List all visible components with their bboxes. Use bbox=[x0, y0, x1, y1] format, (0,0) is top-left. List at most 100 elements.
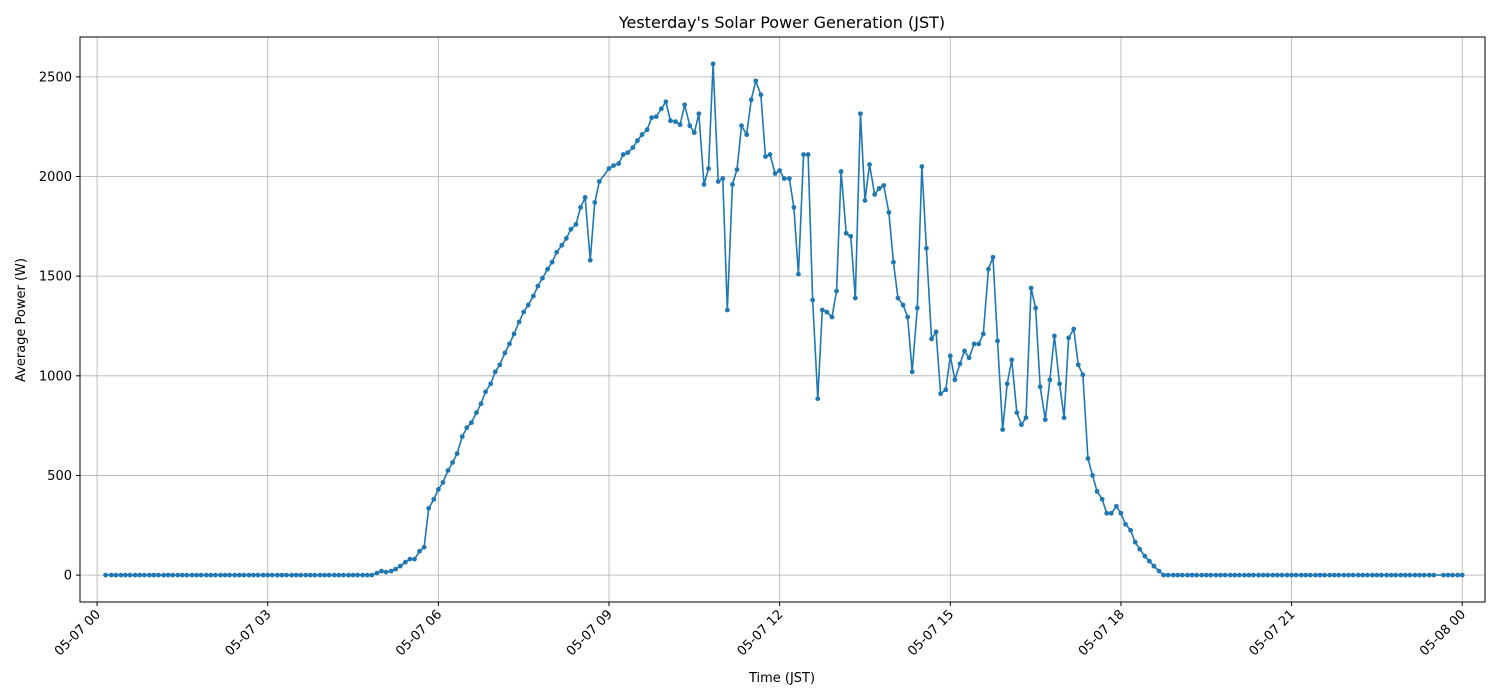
data-point bbox=[767, 152, 773, 157]
data-point bbox=[715, 179, 721, 184]
data-point bbox=[801, 152, 806, 157]
data-point bbox=[459, 434, 465, 439]
data-point bbox=[1236, 572, 1242, 578]
data-point bbox=[127, 572, 133, 578]
data-point bbox=[1189, 572, 1195, 578]
data-point bbox=[848, 233, 854, 239]
data-point bbox=[492, 369, 498, 375]
data-point bbox=[1421, 572, 1427, 578]
data-point bbox=[957, 361, 963, 367]
data-point bbox=[938, 391, 944, 397]
data-point bbox=[103, 572, 108, 578]
data-point bbox=[563, 235, 569, 241]
data-point bbox=[1270, 572, 1276, 578]
data-point bbox=[1099, 496, 1105, 502]
data-point bbox=[644, 127, 650, 133]
data-point bbox=[1293, 572, 1299, 578]
data-point bbox=[1094, 488, 1100, 494]
data-point bbox=[426, 505, 432, 511]
data-point bbox=[805, 152, 811, 157]
data-point bbox=[431, 496, 437, 502]
data-point bbox=[497, 362, 503, 368]
data-point bbox=[720, 176, 726, 181]
data-point bbox=[852, 295, 858, 301]
data-point bbox=[625, 150, 631, 155]
data-point bbox=[208, 572, 214, 578]
data-point bbox=[1000, 427, 1006, 433]
data-point bbox=[393, 566, 399, 572]
data-point bbox=[1161, 572, 1167, 578]
data-point bbox=[1179, 572, 1185, 578]
data-point bbox=[1023, 415, 1029, 421]
data-point bbox=[1146, 558, 1152, 564]
data-point bbox=[582, 195, 588, 200]
data-point bbox=[673, 119, 678, 125]
data-point bbox=[947, 353, 953, 359]
data-point bbox=[307, 572, 313, 578]
data-point bbox=[1208, 572, 1214, 578]
data-point bbox=[1398, 572, 1404, 578]
data-point bbox=[810, 297, 816, 303]
data-point bbox=[198, 572, 204, 578]
y-tick-label: 2500 bbox=[39, 70, 72, 85]
data-point bbox=[108, 572, 114, 578]
data-point bbox=[929, 336, 934, 342]
data-point bbox=[943, 387, 949, 393]
data-point bbox=[364, 572, 370, 578]
data-point bbox=[1203, 572, 1209, 578]
y-axis-label: Average Power (W) bbox=[14, 258, 29, 382]
data-point bbox=[1071, 326, 1077, 332]
data-point bbox=[909, 369, 915, 375]
data-point bbox=[1313, 572, 1318, 578]
data-point bbox=[1090, 473, 1095, 478]
data-point bbox=[435, 487, 441, 492]
data-point bbox=[1322, 572, 1327, 578]
data-point bbox=[734, 167, 740, 172]
plot-area-frame bbox=[79, 36, 1486, 603]
y-tick-label: 1000 bbox=[39, 369, 72, 384]
data-point bbox=[635, 138, 640, 144]
data-point bbox=[412, 556, 417, 562]
data-point bbox=[147, 572, 152, 578]
data-point bbox=[1165, 572, 1171, 578]
data-point bbox=[1061, 415, 1067, 421]
x-axis-label: Time (JST) bbox=[748, 671, 815, 686]
data-point bbox=[1402, 572, 1408, 578]
data-point bbox=[578, 205, 583, 210]
data-point bbox=[379, 568, 384, 574]
data-point bbox=[269, 572, 275, 578]
data-point bbox=[924, 245, 929, 251]
data-point bbox=[274, 572, 280, 578]
chart-title: Yesterday's Solar Power Generation (JST) bbox=[618, 13, 945, 32]
data-point bbox=[1274, 572, 1280, 578]
data-point bbox=[724, 307, 730, 313]
data-point bbox=[374, 570, 380, 576]
data-point bbox=[445, 468, 451, 473]
data-point bbox=[468, 420, 474, 426]
data-point bbox=[1218, 572, 1223, 578]
data-point bbox=[454, 451, 460, 456]
data-point bbox=[649, 115, 655, 121]
data-point bbox=[986, 266, 991, 272]
data-point bbox=[1364, 572, 1370, 578]
y-tick-label: 2000 bbox=[39, 170, 72, 185]
data-point bbox=[483, 389, 488, 395]
data-point bbox=[791, 205, 797, 210]
data-point bbox=[156, 572, 161, 578]
data-point bbox=[170, 572, 176, 578]
data-point bbox=[1199, 572, 1205, 578]
data-point bbox=[1028, 285, 1034, 291]
data-point bbox=[706, 166, 711, 171]
data-point bbox=[1232, 572, 1238, 578]
data-point bbox=[1128, 527, 1134, 533]
data-point bbox=[255, 572, 261, 578]
data-point bbox=[1156, 568, 1162, 574]
data-point bbox=[1279, 572, 1285, 578]
data-point bbox=[748, 97, 754, 103]
data-point bbox=[829, 314, 835, 320]
data-point bbox=[488, 381, 494, 387]
data-point bbox=[369, 572, 375, 578]
data-point bbox=[819, 307, 825, 313]
data-point bbox=[421, 544, 427, 550]
data-point bbox=[1118, 510, 1124, 516]
